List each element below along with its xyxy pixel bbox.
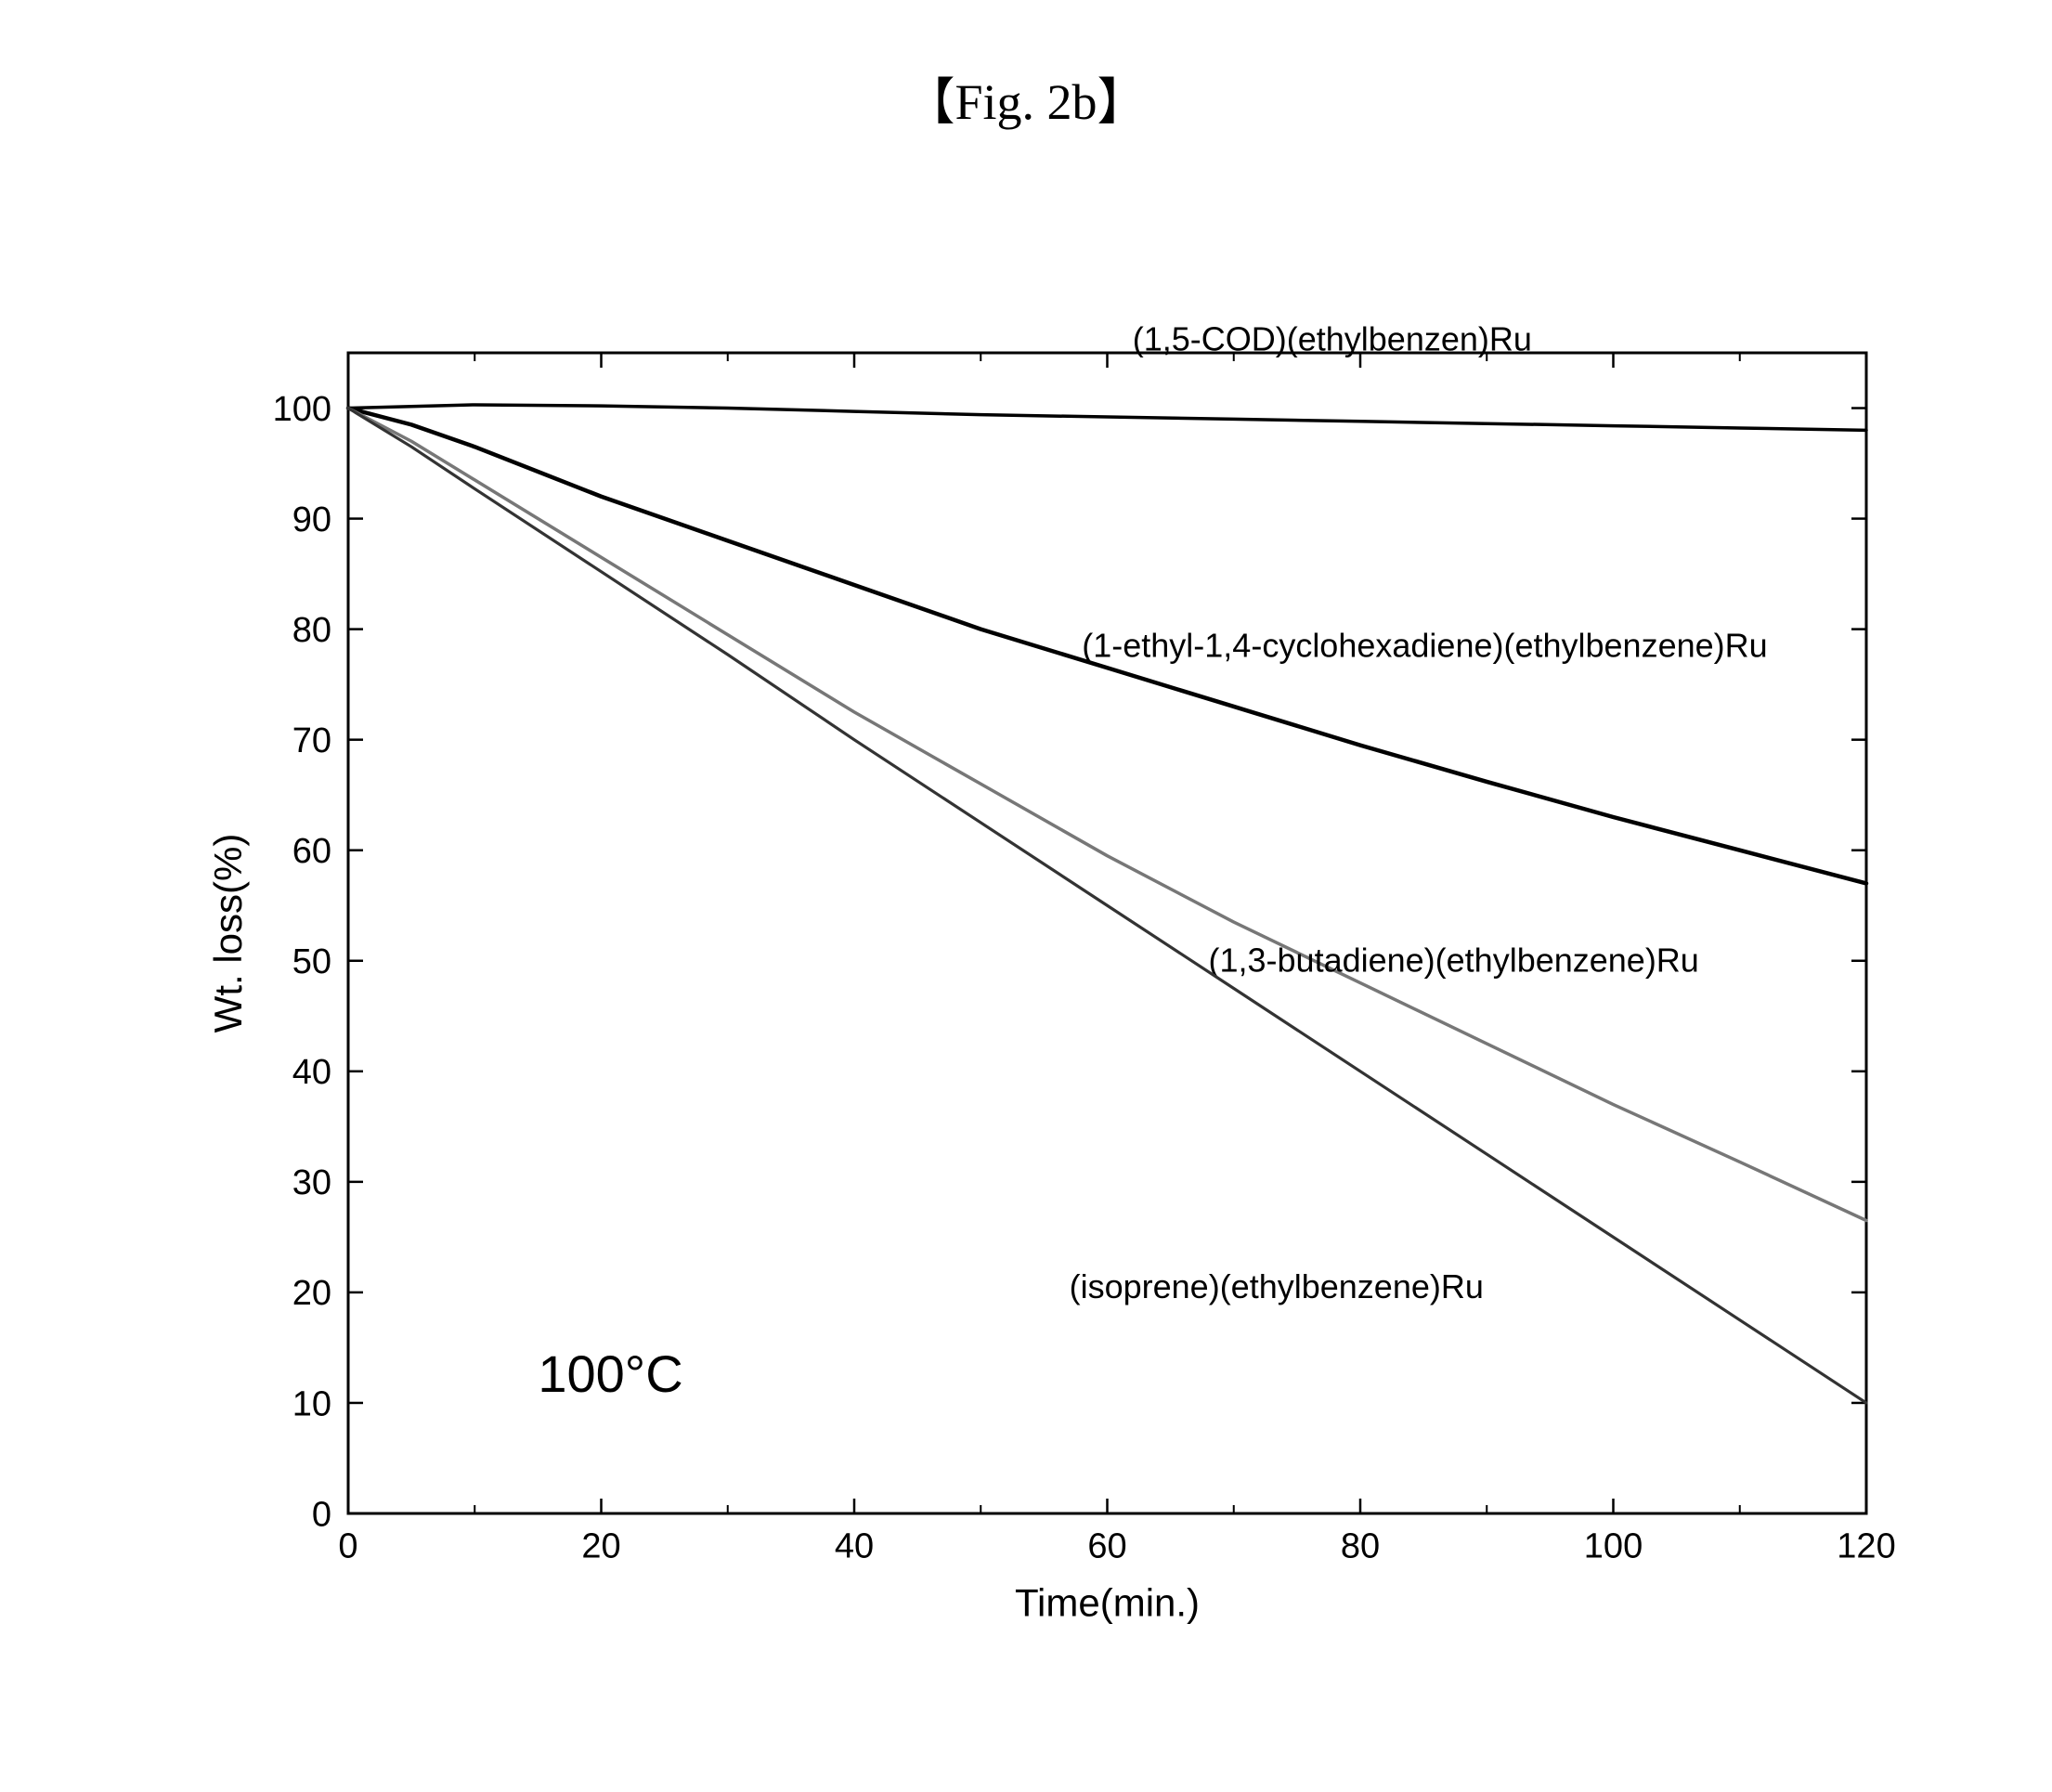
y-tick-label: 60 [292, 832, 331, 871]
y-tick-label: 20 [292, 1274, 331, 1313]
y-tick-label: 30 [292, 1163, 331, 1202]
series-label-ethyl-cyclohexadiene-ethylbenzene-ru: (1-ethyl-1,4-cyclohexadiene)(ethylbenzen… [1082, 626, 1767, 664]
y-tick-label: 10 [292, 1384, 331, 1423]
y-tick-label: 90 [292, 500, 331, 539]
y-tick-label: 70 [292, 721, 331, 760]
y-tick-label: 50 [292, 942, 331, 981]
series-label-butadiene-ethylbenzene-ru: (1,3-butadiene)(ethylbenzene)Ru [1209, 941, 1699, 980]
series-label-isoprene-ethylbenzene-ru: (isoprene)(ethylbenzene)Ru [1070, 1267, 1484, 1305]
x-axis-label: Time(min.) [1015, 1581, 1200, 1625]
x-tick-label: 20 [581, 1527, 620, 1566]
y-tick-label: 100 [273, 390, 331, 429]
x-tick-label: 40 [835, 1527, 874, 1566]
y-axis-label: Wt. loss(%) [206, 834, 250, 1033]
page: 【Fig. 2b】 0 20 40 60 80 100 120 0 10 20 30 40 50 60 70… [0, 0, 2052, 1792]
chart-container: 0 20 40 60 80 100 120 0 10 20 30 40 50 60 70 80 90 100 Tim… [186, 325, 1913, 1653]
temperature-annotation: 100°C [538, 1344, 682, 1403]
wt-loss-vs-time-chart: 0 20 40 60 80 100 120 0 10 20 30 40 50 60 70 80 90 100 Tim… [186, 325, 1913, 1653]
x-tick-label: 0 [338, 1527, 357, 1566]
y-tick-label: 80 [292, 611, 331, 650]
figure-title: 【Fig. 2b】 [0, 60, 2052, 134]
x-tick-label: 100 [1584, 1527, 1643, 1566]
y-tick-label: 40 [292, 1053, 331, 1092]
x-tick-label: 120 [1837, 1527, 1895, 1566]
series-label-cod-ethylbenzene-ru: (1,5-COD)(ethylbenzen)Ru [1133, 325, 1532, 358]
x-tick-label: 80 [1341, 1527, 1380, 1566]
x-tick-label: 60 [1087, 1527, 1126, 1566]
y-tick-label: 0 [312, 1495, 331, 1534]
